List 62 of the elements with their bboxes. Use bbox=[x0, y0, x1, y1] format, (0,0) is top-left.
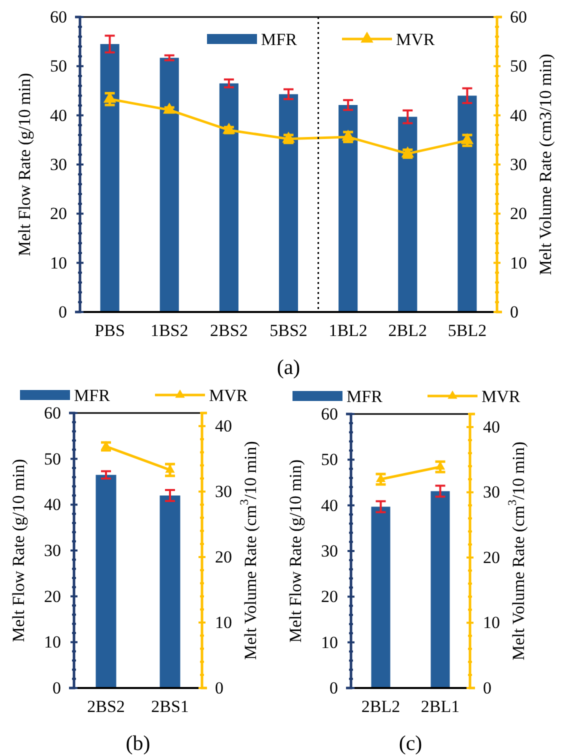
y2-tick-label: 20 bbox=[215, 547, 232, 566]
legend-label: MFR bbox=[346, 387, 384, 406]
y2-axis-title: Melt Volume Rate (cm3/10 min) bbox=[536, 54, 555, 276]
y-tick-label: 20 bbox=[321, 587, 338, 606]
y2-tick-label: 30 bbox=[215, 482, 232, 502]
y-tick-label: 30 bbox=[321, 541, 338, 560]
y-tick-label: 30 bbox=[50, 154, 67, 174]
y-axis-title: Melt Flow Rate (g/10 min) bbox=[9, 458, 28, 642]
y-tick-label: 40 bbox=[44, 495, 61, 514]
x-tick-label: 2BL1 bbox=[420, 697, 460, 716]
x-tick-label: PBS bbox=[94, 321, 125, 340]
x-tick-label: 2BL2 bbox=[361, 697, 400, 716]
y2-tick-label: 0 bbox=[215, 678, 224, 698]
legend-label: MVR bbox=[396, 30, 436, 49]
y-tick-label: 0 bbox=[52, 678, 61, 698]
x-tick-label: 5BS2 bbox=[270, 321, 308, 340]
x-tick-label: 5BL2 bbox=[448, 321, 487, 340]
x-axis-title: (c) bbox=[398, 731, 422, 755]
y2-tick-label: 0 bbox=[483, 678, 492, 698]
y-tick-label: 50 bbox=[321, 450, 338, 470]
y2-tick-label: 20 bbox=[483, 548, 500, 567]
x-tick-label: 2BS2 bbox=[210, 321, 248, 340]
y2-tick-label: 40 bbox=[483, 417, 500, 436]
y-tick-label: 60 bbox=[44, 403, 61, 422]
x-axis-title: (b) bbox=[126, 731, 150, 755]
y2-tick-label: 20 bbox=[510, 204, 527, 224]
y-tick-label: 10 bbox=[44, 632, 61, 652]
y-tick-label: 0 bbox=[58, 302, 67, 322]
y2-tick-label: 0 bbox=[510, 302, 518, 322]
legend-label: MVR bbox=[209, 386, 248, 405]
y-tick-label: 0 bbox=[330, 678, 338, 698]
y2-tick-label: 10 bbox=[510, 253, 527, 272]
x-tick-label: 1BL2 bbox=[328, 321, 368, 340]
y2-tick-label: 50 bbox=[510, 56, 527, 76]
y2-tick-label: 40 bbox=[510, 106, 527, 125]
y-axis-title: Melt Flow Rate (g/10 min) bbox=[15, 72, 34, 256]
y-tick-label: 30 bbox=[44, 540, 61, 560]
x-tick-label: 2BS1 bbox=[151, 697, 189, 716]
y-tick-label: 60 bbox=[321, 404, 338, 424]
y-tick-label: 40 bbox=[50, 106, 67, 125]
y-tick-label: 10 bbox=[321, 632, 338, 652]
x-axis-title: (a) bbox=[276, 355, 300, 379]
x-tick-label: 2BL2 bbox=[388, 321, 428, 340]
legend-label: MVR bbox=[482, 387, 521, 406]
y2-tick-label: 30 bbox=[510, 154, 527, 174]
y-tick-label: 60 bbox=[50, 7, 67, 26]
y2-tick-label: 10 bbox=[215, 612, 232, 632]
y-tick-label: 20 bbox=[50, 204, 67, 224]
legend-label: MFR bbox=[261, 30, 298, 49]
x-tick-label: 1BS2 bbox=[150, 321, 188, 340]
legend-label: MFR bbox=[74, 386, 111, 405]
y-tick-label: 10 bbox=[50, 253, 67, 272]
y2-tick-label: 30 bbox=[483, 482, 500, 502]
x-tick-label: 2BS2 bbox=[87, 697, 125, 716]
y-tick-label: 50 bbox=[50, 56, 67, 76]
y-tick-label: 50 bbox=[44, 449, 61, 468]
y2-tick-label: 10 bbox=[483, 613, 500, 632]
y-tick-label: 20 bbox=[44, 586, 61, 606]
y-tick-label: 40 bbox=[321, 496, 338, 515]
y2-tick-label: 60 bbox=[510, 7, 527, 26]
y2-tick-label: 40 bbox=[215, 416, 232, 436]
y-axis-title: Melt Flow Rate (g/10 min) bbox=[286, 459, 305, 643]
